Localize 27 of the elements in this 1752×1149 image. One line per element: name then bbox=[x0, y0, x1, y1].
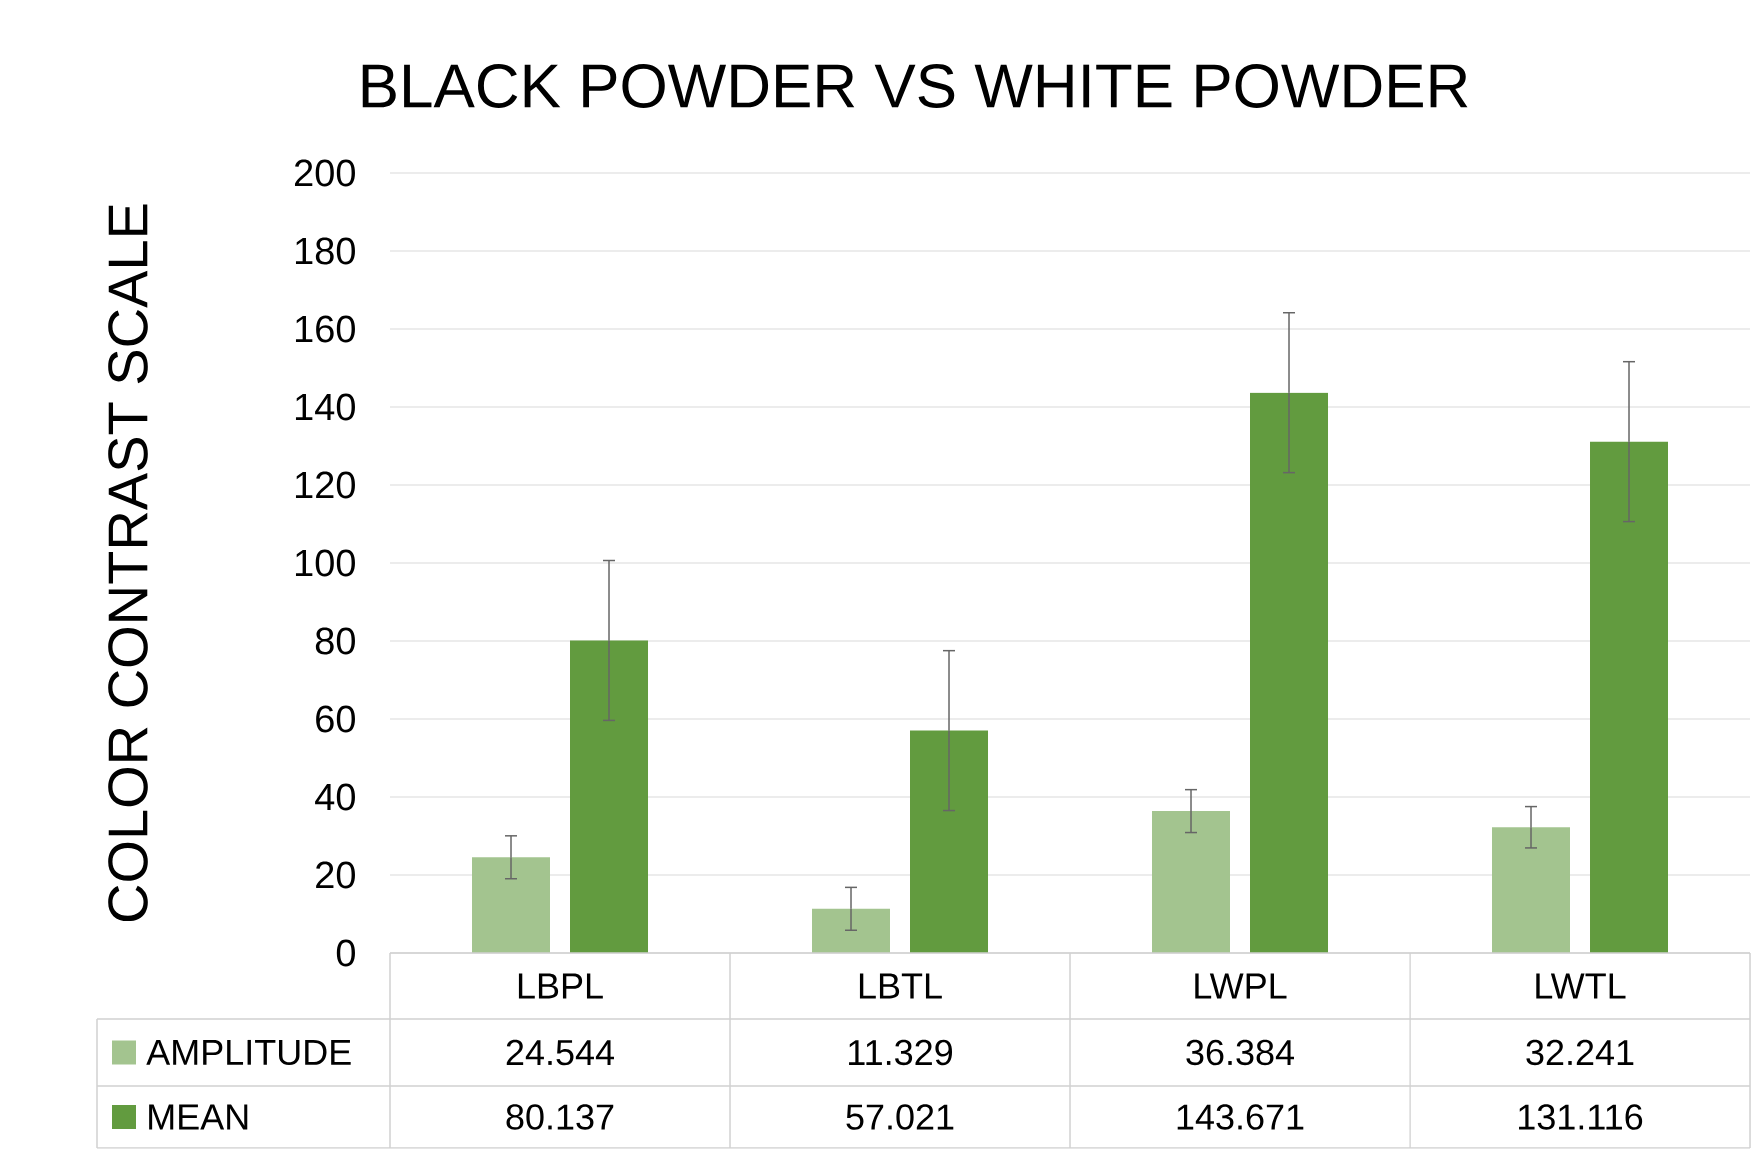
data-label: 24.544 bbox=[506, 1039, 614, 1066]
x-tick-label: LWTL bbox=[1536, 973, 1626, 999]
data-label: 11.329 bbox=[849, 1039, 953, 1066]
x-tick-label: LWPL bbox=[1195, 973, 1287, 999]
legend-label: MEAN bbox=[149, 1104, 248, 1130]
data-label: 36.384 bbox=[1186, 1039, 1294, 1066]
x-tick-label: LBPL bbox=[518, 973, 603, 999]
legend-label: AMPLITUDE bbox=[146, 1040, 351, 1066]
y-tick-label: 20 bbox=[316, 861, 355, 889]
chart-title: BLACK POWDER VS WHITE POWDER bbox=[362, 64, 1468, 109]
data-label: 32.241 bbox=[1526, 1039, 1634, 1066]
y-axis-title: COLOR CONTRAST SCALE bbox=[108, 204, 148, 922]
y-tick-label: 140 bbox=[295, 393, 355, 421]
y-tick-label: 40 bbox=[315, 783, 355, 811]
data-label: 143.671 bbox=[1177, 1104, 1304, 1130]
y-tick-label: 160 bbox=[295, 315, 355, 343]
y-tick-label: 120 bbox=[295, 471, 355, 499]
y-tick-label: 80 bbox=[315, 627, 355, 655]
y-tick-label: 60 bbox=[316, 705, 355, 733]
y-tick-label: 0 bbox=[336, 939, 355, 967]
data-label: 131.116 bbox=[1519, 1104, 1643, 1130]
x-tick-label: LBTL bbox=[859, 973, 942, 999]
data-label: 80.137 bbox=[506, 1104, 614, 1130]
y-tick-label: 180 bbox=[295, 237, 355, 265]
data-label: 57.021 bbox=[846, 1104, 954, 1130]
y-tick-label: 100 bbox=[295, 549, 355, 577]
y-tick-label: 200 bbox=[294, 159, 355, 187]
